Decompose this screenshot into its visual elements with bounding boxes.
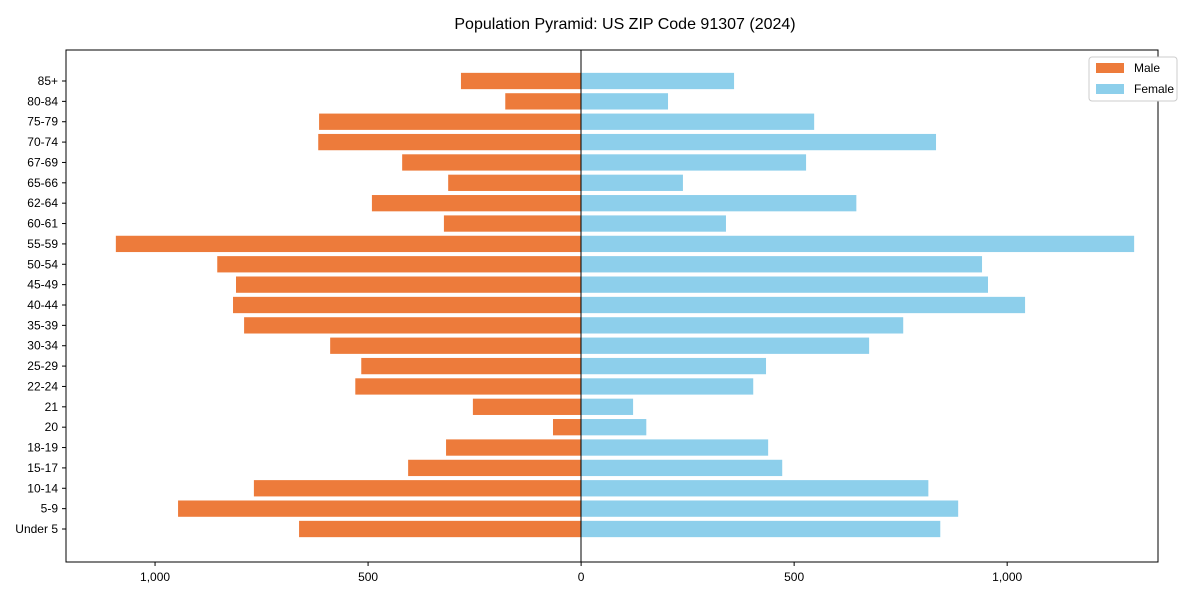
male-bar [330, 337, 582, 354]
legend-label-male: Male [1134, 61, 1160, 75]
y-tick-label: 75-79 [27, 115, 58, 129]
chart-title: Population Pyramid: US ZIP Code 91307 (2… [454, 16, 795, 33]
female-bar [581, 72, 735, 90]
legend-swatch-male [1096, 63, 1124, 73]
y-tick-label: 70-74 [27, 135, 58, 149]
legend-label-female: Female [1134, 82, 1174, 96]
y-tick-label: 40-44 [27, 298, 58, 312]
x-tick-label: 500 [784, 570, 804, 584]
y-tick-label: 15-17 [27, 461, 58, 475]
female-bar [581, 174, 683, 191]
female-bar [581, 133, 937, 151]
male-bar [443, 215, 582, 232]
y-tick-label: Under 5 [15, 522, 58, 536]
female-bar [581, 459, 783, 477]
y-tick-label: 22-24 [27, 379, 58, 393]
female-bar [581, 378, 754, 395]
x-tick-label: 0 [578, 570, 585, 584]
male-bar [217, 256, 582, 273]
male-bar [233, 296, 582, 314]
female-bar [581, 317, 904, 334]
female-bar [581, 357, 767, 375]
female-bar [581, 256, 983, 273]
female-bar [581, 113, 815, 130]
legend: Male Female [1088, 56, 1178, 102]
female-bar [581, 93, 669, 110]
male-bar [115, 235, 582, 253]
male-bar [361, 357, 582, 375]
female-bar [581, 215, 726, 232]
male-bar [253, 480, 582, 497]
male-bar [472, 398, 582, 415]
female-bar [581, 235, 1135, 253]
y-tick-label: 85+ [38, 74, 58, 88]
female-bar [581, 480, 929, 497]
y-tick-label: 20 [45, 420, 59, 434]
female-bar [581, 337, 870, 354]
y-tick-label: 10-14 [27, 481, 58, 495]
female-bar [581, 398, 634, 415]
y-tick-label: 45-49 [27, 278, 58, 292]
female-bar [581, 195, 857, 212]
y-tick-label: 25-29 [27, 359, 58, 373]
male-bar [244, 317, 582, 334]
male-bar [505, 93, 582, 110]
male-bar [448, 174, 582, 191]
y-tick-label: 18-19 [27, 441, 58, 455]
y-tick-label: 60-61 [27, 217, 58, 231]
male-bar [408, 459, 582, 477]
male-bar [299, 520, 582, 538]
y-tick-label: 21 [45, 400, 59, 414]
y-tick-label: 62-64 [27, 196, 58, 210]
male-bar [460, 72, 582, 90]
y-tick-label: 65-66 [27, 176, 58, 190]
y-tick-label: 30-34 [27, 339, 58, 353]
male-bar [319, 113, 582, 130]
y-tick-label: 50-54 [27, 257, 58, 271]
x-tick-label: 1,000 [992, 570, 1022, 584]
female-bar [581, 520, 941, 538]
female-bar [581, 296, 1026, 314]
plot-frame [65, 49, 1159, 563]
male-bar [178, 500, 582, 517]
y-tick-label: 55-59 [27, 237, 58, 251]
y-tick-label: 67-69 [27, 155, 58, 169]
female-bar [581, 500, 959, 517]
male-bar [235, 276, 582, 293]
female-bar [581, 276, 989, 293]
legend-swatch-female [1096, 84, 1124, 94]
male-bar [446, 439, 582, 456]
male-bar [318, 133, 582, 151]
y-tick-label: 5-9 [41, 502, 59, 516]
female-bar [581, 154, 807, 171]
y-tick-label: 35-39 [27, 318, 58, 332]
male-bar [355, 378, 582, 395]
male-bar [402, 154, 582, 171]
male-bar [552, 419, 582, 436]
male-bar [371, 195, 582, 212]
y-tick-label: 80-84 [27, 94, 58, 108]
x-tick-label: 1,000 [140, 570, 170, 584]
female-bar [581, 439, 769, 456]
female-bar [581, 419, 647, 436]
x-tick-label: 500 [358, 570, 378, 584]
